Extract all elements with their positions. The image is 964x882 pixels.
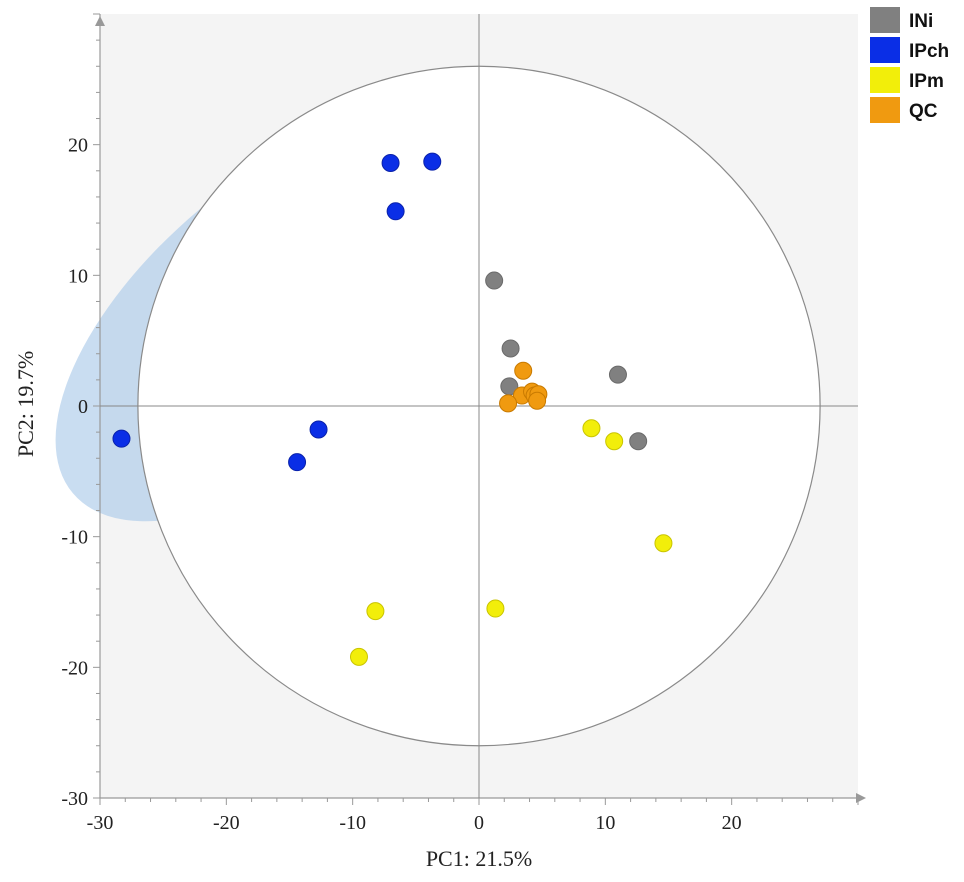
x-tick-label: 20 (722, 812, 742, 834)
point-ini (501, 339, 520, 358)
point-qc (528, 391, 547, 410)
legend: INi IPch IPm QC (870, 7, 949, 123)
data-points (112, 152, 673, 666)
y-tick-label: 10 (68, 265, 88, 287)
point-qc (499, 394, 518, 413)
y-axis-title: PC2: 19.7% (13, 351, 38, 457)
x-tick-label: -30 (87, 812, 114, 834)
point-ipch (381, 153, 400, 172)
legend-swatch-ini (870, 7, 900, 33)
axes (93, 13, 866, 805)
y-tick-label: 0 (78, 396, 88, 418)
point-ipm (582, 419, 601, 438)
legend-swatch-qc (870, 97, 900, 123)
tick-labels: -30 -20 -10 0 10 20 -30 -20 -10 0 10 20 (61, 135, 741, 834)
point-ipm (349, 647, 368, 666)
y-tick-label: -10 (61, 527, 88, 549)
point-qc (514, 361, 533, 380)
legend-swatch-ipch (870, 37, 900, 63)
point-ipm (605, 432, 624, 451)
point-ipch (423, 152, 442, 171)
x-tick-label: 0 (474, 812, 484, 834)
legend-label-ipch: IPch (909, 41, 949, 62)
point-ipm (366, 602, 385, 621)
point-ipch (309, 420, 328, 439)
point-ipch (288, 453, 307, 472)
point-ini (485, 271, 504, 290)
point-ini (608, 365, 627, 384)
y-tick-label: 20 (68, 135, 88, 157)
point-ipm (654, 534, 673, 553)
legend-label-qc: QC (909, 101, 938, 122)
legend-label-ipm: IPm (909, 71, 944, 92)
y-axis-arrow-icon (95, 16, 105, 26)
x-tick-label: -10 (339, 812, 366, 834)
legend-label-ini: INi (909, 11, 933, 32)
point-ipch (386, 202, 405, 221)
y-tick-label: -30 (61, 788, 88, 810)
point-ipch (112, 429, 131, 448)
x-tick-label: -20 (213, 812, 240, 834)
x-tick-label: 10 (595, 812, 615, 834)
y-tick-label: -20 (61, 657, 88, 679)
legend-swatch-ipm (870, 67, 900, 93)
point-ipm (486, 599, 505, 618)
point-ini (629, 432, 648, 451)
x-axis-title: PC1: 21.5% (426, 846, 532, 871)
